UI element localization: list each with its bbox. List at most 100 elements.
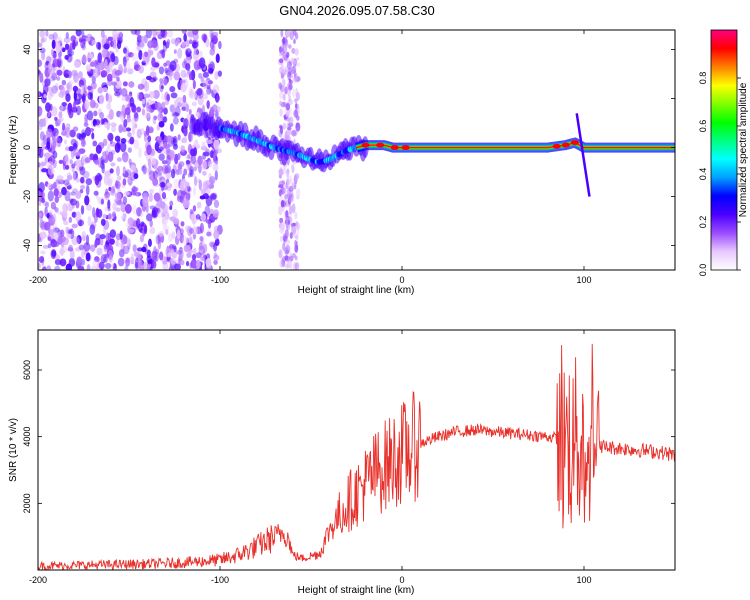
heatmap-noise-cell: [214, 71, 219, 80]
heatmap-noise-cell: [56, 76, 61, 81]
heatmap-noise-cell: [165, 228, 169, 235]
heatmap-noise-cell: [131, 52, 138, 61]
heatmap-noise-cell: [48, 215, 56, 226]
heatmap-noise-cell: [185, 159, 191, 165]
colorbar-tick-label: 0.4: [698, 168, 708, 181]
heatmap-noise-cell: [142, 164, 147, 175]
heatmap-noise-cell: [118, 124, 123, 134]
heatmap-noise-cell: [45, 102, 51, 112]
heatmap-noise-cell: [76, 256, 83, 264]
heatmap-noise-cell: [278, 58, 284, 64]
heatmap-noise-cell: [172, 112, 180, 117]
heatmap-noise-cell: [55, 42, 61, 54]
heatmap-noise-cell: [183, 118, 189, 130]
heatmap-noise-cell: [295, 235, 299, 240]
snr-x-ticks: -200 -100 0 100: [29, 330, 592, 585]
heatmap-noise-cell: [125, 117, 132, 123]
heatmap-hot-spot: [376, 142, 385, 148]
heatmap-noise-cell: [48, 33, 55, 40]
heatmap-noise-cell: [202, 181, 209, 191]
heatmap-noise-cell: [40, 250, 46, 255]
heatmap-noise-cell: [188, 236, 193, 247]
heatmap-noise-cell: [176, 229, 181, 240]
heatmap-noise-cell: [93, 190, 99, 196]
heatmap-noise-cell: [97, 86, 104, 94]
heatmap-noise-cell: [119, 110, 125, 116]
heatmap-noise-cell: [206, 231, 212, 237]
heatmap-noise-cell: [122, 178, 127, 186]
heatmap-noise-cell: [41, 51, 46, 61]
heatmap-noise-cell: [104, 59, 108, 70]
heatmap-noise-cell: [98, 61, 102, 73]
heatmap-noise-cell: [170, 168, 176, 179]
heatmap-noise-cell: [52, 58, 60, 68]
heatmap-noise-cell: [125, 49, 130, 57]
heatmap-noise-cell: [142, 196, 149, 207]
heatmap-noise-cell: [199, 195, 206, 200]
heatmap-noise-cell: [189, 91, 197, 100]
heatmap-noise-cell: [65, 93, 71, 102]
heatmap-noise-cell: [279, 91, 284, 100]
heatmap-noise-cell: [72, 171, 77, 181]
heatmap-noise-cell: [64, 127, 71, 138]
heatmap-noise-cell: [72, 101, 77, 112]
heatmap-noise-cell: [212, 163, 219, 172]
heatmap-noise-cell: [120, 141, 127, 153]
heatmap-noise-cell: [132, 244, 137, 253]
heatmap-noise-cell: [81, 95, 85, 102]
heatmap-noise-cell: [155, 197, 163, 203]
heatmap-noise-cell: [202, 79, 207, 90]
heatmap-noise-cell: [64, 43, 70, 50]
heatmap-noise-cell: [176, 96, 183, 103]
heatmap-noise-cell: [98, 261, 105, 270]
heatmap-noise-cell: [87, 85, 92, 91]
heatmap-noise-cell: [140, 35, 145, 43]
heatmap-noise-cell: [291, 203, 296, 214]
heatmap-noise-cell: [123, 235, 128, 245]
heatmap-noise-cell: [153, 115, 158, 120]
heatmap-noise-cell: [185, 103, 190, 113]
heatmap-noise-cell: [165, 172, 172, 180]
heatmap-noise-cell: [104, 194, 109, 201]
heatmap-noise-cell: [169, 123, 174, 132]
y-tick-label: 20: [22, 94, 32, 104]
heatmap-noise-cell: [156, 210, 164, 219]
heatmap-noise-cell: [92, 259, 99, 268]
heatmap-noise-cell: [149, 219, 153, 228]
heatmap-noise-cell: [282, 185, 287, 195]
heatmap-noise-cell: [197, 95, 204, 106]
heatmap-noise-cell: [295, 122, 301, 132]
heatmap-noise-cell: [284, 219, 291, 225]
heatmap-noise-cell: [168, 265, 175, 270]
heatmap-noise-cell: [58, 111, 63, 119]
heatmap-noise-cell: [72, 126, 79, 132]
heatmap-noise-cell: [169, 104, 175, 113]
heatmap-noise-cell: [191, 254, 197, 261]
heatmap-noise-cell: [93, 110, 98, 117]
heatmap-noise-cell: [202, 92, 209, 100]
heatmap-noise-cell: [60, 104, 64, 111]
heatmap-noise-cell: [38, 142, 41, 148]
heatmap-noise-cell: [176, 189, 184, 200]
heatmap-noise-cell: [292, 88, 295, 98]
heatmap-noise-cell: [162, 225, 170, 232]
heatmap-noise-cell: [192, 205, 197, 212]
heatmap-noise-cell: [131, 186, 139, 192]
snr-series-line: [37, 343, 676, 571]
heatmap-noise-cell: [164, 164, 172, 175]
heatmap-noise-cell: [172, 208, 179, 218]
heatmap-noise-cell: [116, 76, 120, 82]
heatmap-noise-cell: [50, 90, 55, 98]
heatmap-noise-cell: [201, 141, 207, 150]
heatmap-noise-cell: [53, 188, 59, 197]
heatmap-noise-cell: [111, 211, 117, 218]
heatmap-noise-cell: [215, 94, 221, 102]
heatmap-noise-cell: [207, 80, 213, 85]
heatmap-noise-cell: [79, 189, 84, 194]
heatmap-noise-cell: [155, 234, 161, 245]
heatmap-noise-cell: [49, 226, 56, 232]
heatmap-noise-cell: [56, 175, 64, 183]
heatmap-noise-cell: [86, 264, 91, 270]
heatmap-noise-cell: [62, 122, 66, 131]
heatmap-noise-cell: [105, 92, 109, 102]
